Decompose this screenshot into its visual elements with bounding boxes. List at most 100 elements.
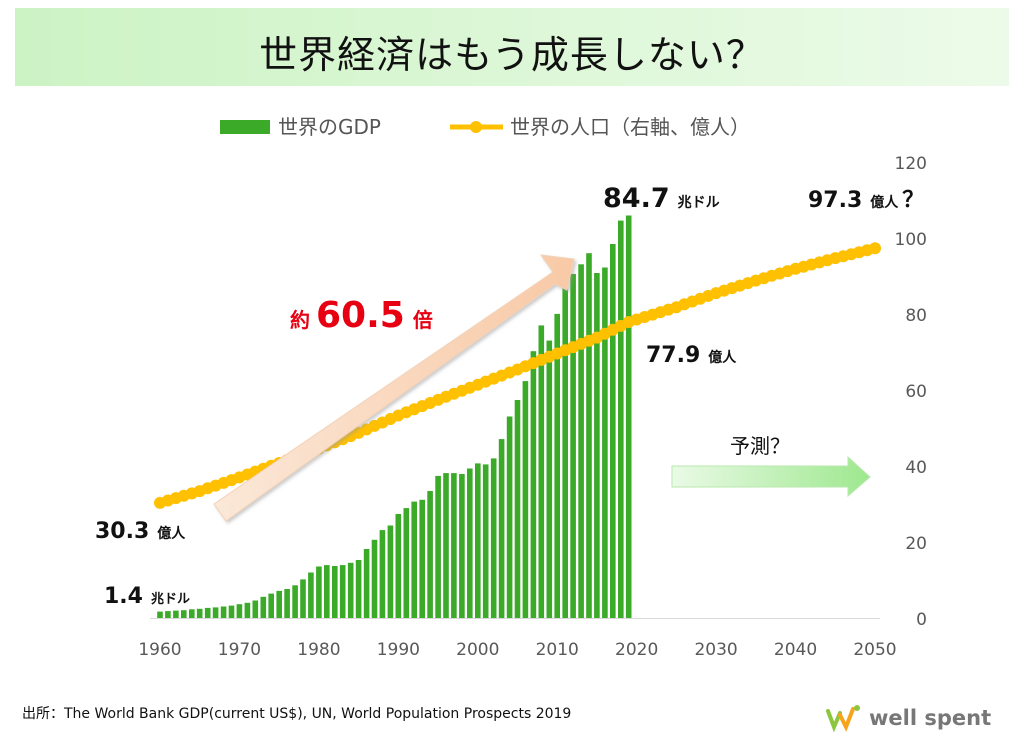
gdp-bar xyxy=(300,579,306,618)
y-tick-label: 60 xyxy=(905,382,927,402)
gdp-bar xyxy=(498,439,505,618)
gdp-bar xyxy=(395,514,402,618)
gdp-bar xyxy=(379,530,386,618)
x-tick-label: 1960 xyxy=(138,640,181,660)
pop-now-unit: 億人 xyxy=(708,349,737,366)
pop-start-unit: 億人 xyxy=(157,525,186,542)
gdp-bar xyxy=(339,565,346,618)
gdp-bar xyxy=(324,565,330,618)
gdp-bar xyxy=(451,473,457,618)
growth-arrow xyxy=(213,254,575,522)
x-tick-label: 2010 xyxy=(536,640,579,660)
gdp-bar xyxy=(260,596,267,618)
forecast-arrow xyxy=(671,455,871,498)
gdp-bar xyxy=(252,600,259,618)
gdp-bar xyxy=(165,611,171,618)
gdp-bar xyxy=(157,611,163,618)
gdp-bar xyxy=(475,463,481,618)
x-tick-label: 1990 xyxy=(377,640,420,660)
gdp-bar xyxy=(411,501,417,618)
gdp-bar xyxy=(419,499,425,618)
brand-name: well spent xyxy=(869,706,992,730)
gdp-bar xyxy=(403,508,410,618)
gdp-start-unit: 兆ドル xyxy=(151,591,190,607)
gdp-bar xyxy=(236,604,243,618)
x-tick-label: 1970 xyxy=(218,640,261,660)
gdp-bar xyxy=(347,562,354,618)
x-tick-label: 2050 xyxy=(853,640,896,660)
gdp-bar xyxy=(228,605,235,618)
gdp-bar xyxy=(363,549,370,618)
x-tick-label: 2040 xyxy=(774,640,817,660)
y-tick-label: 20 xyxy=(905,534,927,554)
gdp-bar xyxy=(538,325,545,618)
gdp-bar xyxy=(332,566,338,618)
gdp-bar xyxy=(173,610,179,618)
gdp-start-annotation: 1.4 兆ドル xyxy=(104,584,190,609)
y-tick-label: 120 xyxy=(895,154,927,174)
growth-suffix: 倍 xyxy=(413,308,433,332)
forecast-label: 予測？ xyxy=(730,434,790,458)
legend-gdp-swatch xyxy=(220,120,270,134)
gdp-bar xyxy=(276,590,282,618)
growth-annotation: 約 60.5 倍 xyxy=(290,295,433,336)
pop-start-value: 30.3 xyxy=(95,519,149,544)
gdp-bar xyxy=(514,400,521,618)
gdp-bar xyxy=(435,475,441,618)
gdp-bar xyxy=(196,608,203,618)
gdp-bar xyxy=(618,220,624,618)
legend-pop-marker xyxy=(470,121,482,133)
gdp-bar xyxy=(443,473,449,618)
population-point xyxy=(869,242,881,255)
y-tick-label: 80 xyxy=(905,306,927,326)
gdp-bar xyxy=(387,525,394,618)
pop-now-value: 77.9 xyxy=(646,343,700,368)
pop-now-annotation: 77.9 億人 xyxy=(646,343,737,368)
gdp-bar xyxy=(459,474,465,618)
gdp-bar xyxy=(427,491,433,618)
pop-start-annotation: 30.3 億人 xyxy=(95,519,186,544)
gdp-bar xyxy=(578,264,584,618)
x-tick-label: 2030 xyxy=(694,640,737,660)
x-tick-label: 2020 xyxy=(615,640,658,660)
gdp-bar xyxy=(244,602,251,618)
gdp-bar xyxy=(554,313,560,618)
gdp-bar xyxy=(467,468,473,618)
gdp-bar xyxy=(602,267,608,618)
legend-gdp-label: 世界のGDP xyxy=(278,115,381,139)
gdp-bar xyxy=(482,464,489,618)
gdp-bars xyxy=(157,215,632,618)
gdp-bar xyxy=(562,280,568,618)
y-right-axis-ticks: 0 20 40 60 80 100 120 xyxy=(895,154,927,630)
growth-prefix: 約 xyxy=(290,308,310,332)
gdp-bar xyxy=(586,253,592,618)
gdp-bar xyxy=(522,381,529,618)
y-tick-label: 40 xyxy=(905,458,927,478)
pop-2050-unit: 億人 xyxy=(870,194,899,211)
gdp-bar xyxy=(546,340,553,618)
brand-mark-icon xyxy=(826,705,860,733)
title-banner: 世界経済はもう成長しない？ xyxy=(15,8,1009,86)
pop-2050-value: 97.3 xyxy=(808,188,862,213)
gdp-bar xyxy=(506,416,513,618)
source-note: 出所：The World Bank GDP(current US$), UN, … xyxy=(22,706,572,722)
gdp-bar xyxy=(220,606,227,618)
gdp-bar xyxy=(284,589,290,618)
gdp-bar xyxy=(292,585,298,618)
gdp-bar xyxy=(530,351,537,618)
page-title: 世界経済はもう成長しない？ xyxy=(259,33,765,77)
gdp-bar xyxy=(610,244,616,618)
gdp-bar xyxy=(189,609,195,618)
gdp-bar xyxy=(594,273,600,618)
gdp-bar xyxy=(316,566,322,618)
gdp-start-value: 1.4 xyxy=(104,584,143,609)
x-tick-label: 1980 xyxy=(297,640,340,660)
legend: 世界のGDP 世界の人口（右軸、億人） xyxy=(220,115,750,139)
gdp-bar xyxy=(490,458,497,618)
gdp-bar xyxy=(204,607,211,618)
gdp-bar xyxy=(212,607,219,618)
y-tick-label: 0 xyxy=(916,610,927,630)
gdp-bar xyxy=(308,572,314,618)
population-line xyxy=(154,242,881,509)
